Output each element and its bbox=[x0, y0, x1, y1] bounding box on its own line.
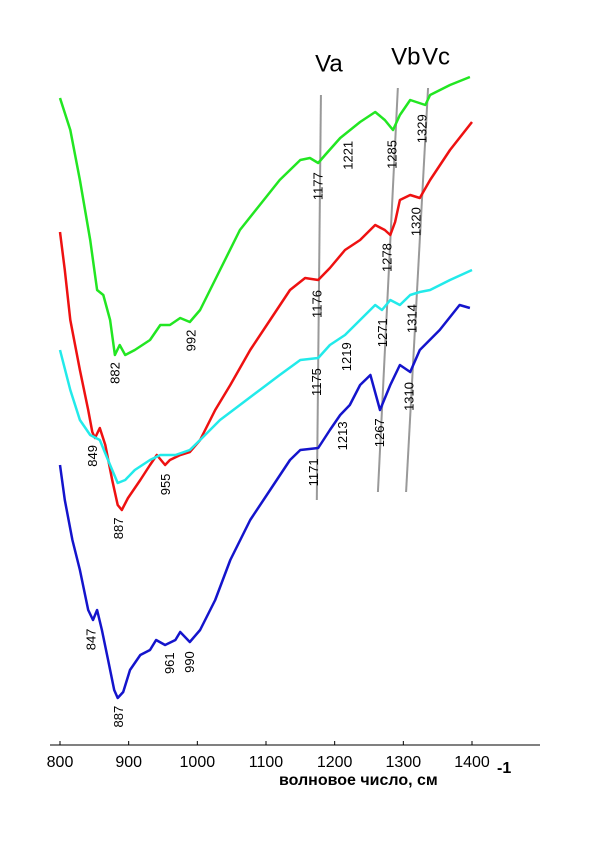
peak-label: 1267 bbox=[372, 418, 387, 447]
x-tick-label: 1100 bbox=[249, 754, 284, 771]
guide-label: Va bbox=[315, 50, 343, 77]
x-tick-label: 900 bbox=[115, 754, 142, 771]
peak-label: 1271 bbox=[375, 318, 390, 347]
x-tick-label: 1200 bbox=[317, 754, 353, 771]
peak-label: 1177 bbox=[310, 172, 325, 200]
peak-label: 1314 bbox=[404, 304, 419, 333]
peak-label: 849 bbox=[85, 445, 100, 467]
peak-label: 1221 bbox=[341, 141, 356, 170]
peak-label: 961 bbox=[162, 652, 177, 674]
peak-label: 847 bbox=[84, 629, 99, 651]
peak-label: 1176 bbox=[310, 290, 325, 318]
spectrum-line bbox=[58, 268, 473, 485]
peak-label: 1285 bbox=[384, 140, 399, 169]
x-tick-label: 1400 bbox=[454, 754, 490, 771]
guide-line bbox=[376, 87, 399, 493]
peak-label: 1219 bbox=[339, 342, 354, 371]
peak-label: 992 bbox=[183, 330, 198, 352]
peak-label: 955 bbox=[158, 474, 173, 496]
spectrum-line bbox=[58, 75, 471, 357]
peak-label: 1175 bbox=[309, 368, 324, 396]
x-axis-label: волновое число, см bbox=[279, 772, 438, 789]
peak-label: 882 bbox=[108, 362, 123, 384]
peak-label: 1329 bbox=[415, 114, 430, 143]
guide-label: Vc bbox=[422, 43, 450, 70]
x-axis-label-exponent: -1 bbox=[497, 760, 511, 777]
guide-label: Vb bbox=[391, 43, 420, 70]
x-tick-label: 1000 bbox=[180, 754, 216, 771]
peak-label: 1320 bbox=[409, 207, 424, 236]
peak-label: 1310 bbox=[402, 382, 417, 411]
guide-line bbox=[405, 87, 430, 493]
peak-label: 1278 bbox=[380, 243, 395, 272]
x-tick-label: 800 bbox=[47, 754, 74, 771]
peak-label: 887 bbox=[111, 706, 126, 728]
x-tick-label: 1300 bbox=[386, 754, 422, 771]
peak-label: 1213 bbox=[335, 421, 350, 450]
peak-label: 1171 bbox=[306, 458, 321, 486]
peak-label: 990 bbox=[182, 651, 197, 673]
spectrum-line bbox=[58, 303, 471, 700]
peak-label: 887 bbox=[111, 518, 126, 540]
